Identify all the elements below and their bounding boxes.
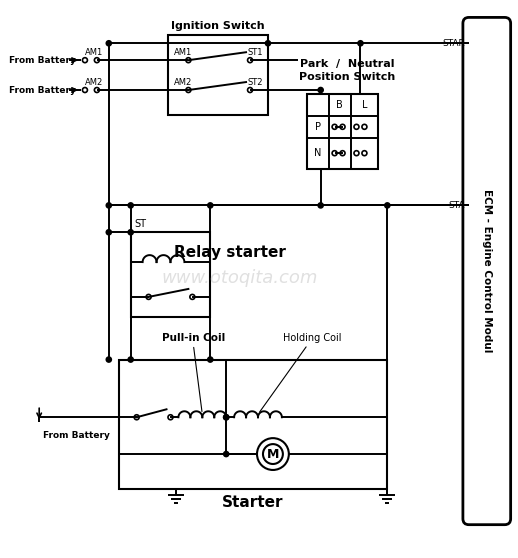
- Text: From Battery: From Battery: [43, 431, 110, 440]
- Text: ST2: ST2: [248, 78, 263, 86]
- Circle shape: [332, 151, 337, 156]
- Circle shape: [94, 57, 99, 62]
- Circle shape: [257, 438, 289, 470]
- Text: ST1: ST1: [248, 48, 263, 57]
- Text: Starter: Starter: [222, 496, 284, 511]
- Text: AM1: AM1: [85, 48, 103, 57]
- Circle shape: [466, 41, 471, 46]
- Circle shape: [106, 41, 111, 46]
- Text: From Battery: From Battery: [9, 56, 76, 65]
- Circle shape: [466, 203, 471, 208]
- Text: www.otoqita.com: www.otoqita.com: [162, 269, 318, 287]
- Circle shape: [208, 357, 213, 362]
- Circle shape: [224, 451, 228, 456]
- Circle shape: [134, 415, 139, 420]
- Circle shape: [94, 88, 99, 93]
- Circle shape: [362, 124, 367, 129]
- Text: STAR: STAR: [442, 39, 465, 48]
- Text: B: B: [336, 100, 343, 110]
- Circle shape: [263, 444, 283, 464]
- Circle shape: [106, 357, 111, 362]
- Circle shape: [340, 151, 345, 156]
- Text: AM2: AM2: [85, 78, 103, 86]
- Circle shape: [224, 415, 228, 420]
- Text: STA: STA: [449, 201, 465, 210]
- Text: From Battery: From Battery: [9, 85, 76, 94]
- Circle shape: [190, 295, 195, 300]
- Circle shape: [354, 124, 359, 129]
- Circle shape: [265, 41, 270, 46]
- Circle shape: [224, 415, 228, 420]
- Circle shape: [358, 41, 363, 46]
- FancyBboxPatch shape: [463, 17, 511, 525]
- Text: Park  /  Neutral: Park / Neutral: [300, 59, 395, 69]
- Circle shape: [318, 203, 323, 208]
- Text: L: L: [362, 100, 367, 110]
- Circle shape: [128, 203, 133, 208]
- Circle shape: [128, 357, 133, 362]
- Circle shape: [168, 415, 173, 420]
- Circle shape: [340, 124, 345, 129]
- Circle shape: [82, 57, 88, 62]
- Text: Holding Coil: Holding Coil: [283, 333, 342, 343]
- Circle shape: [106, 203, 111, 208]
- Text: Pull-in Coil: Pull-in Coil: [162, 333, 225, 343]
- Text: ST: ST: [135, 219, 147, 229]
- Text: Relay starter: Relay starter: [174, 244, 286, 259]
- Bar: [119, 359, 387, 489]
- Circle shape: [332, 124, 337, 129]
- Text: ECM - Engine Control Modul: ECM - Engine Control Modul: [482, 189, 492, 353]
- Bar: [131, 232, 210, 317]
- Bar: [307, 94, 378, 169]
- Circle shape: [82, 88, 88, 93]
- Circle shape: [208, 203, 213, 208]
- Text: Position Switch: Position Switch: [299, 72, 396, 82]
- Circle shape: [186, 88, 191, 93]
- Text: N: N: [314, 148, 321, 158]
- Circle shape: [248, 88, 253, 93]
- Text: Ignition Switch: Ignition Switch: [171, 21, 265, 31]
- Text: AM2: AM2: [174, 78, 192, 86]
- Circle shape: [248, 57, 253, 62]
- Circle shape: [106, 230, 111, 235]
- Circle shape: [354, 151, 359, 156]
- Text: M: M: [267, 448, 279, 460]
- Text: AM1: AM1: [174, 48, 192, 57]
- Circle shape: [146, 295, 151, 300]
- Text: P: P: [314, 122, 321, 132]
- Circle shape: [362, 151, 367, 156]
- Circle shape: [128, 230, 133, 235]
- Circle shape: [318, 88, 323, 93]
- Bar: [168, 35, 268, 115]
- Circle shape: [186, 57, 191, 62]
- Circle shape: [385, 203, 390, 208]
